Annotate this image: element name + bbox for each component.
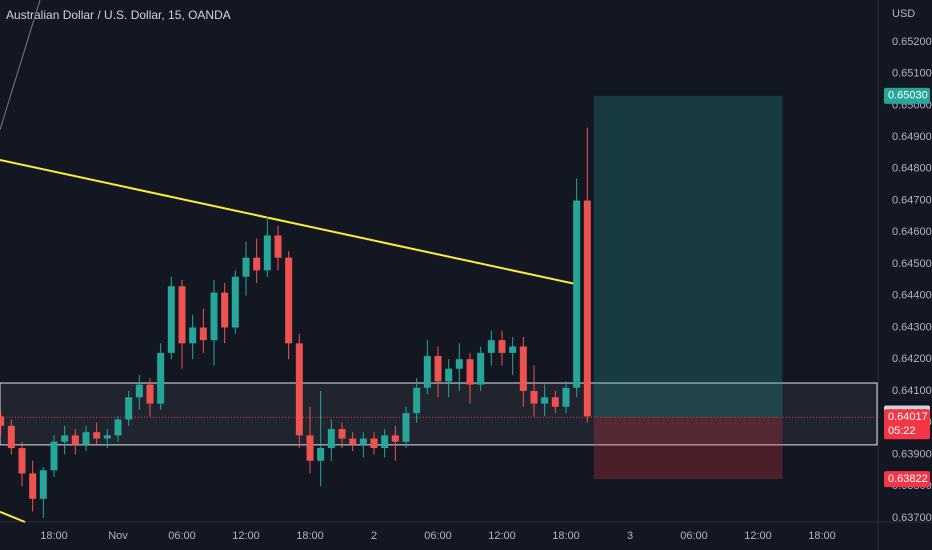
candle-body [125, 397, 133, 420]
x-tick-label: 18:00 [552, 530, 580, 542]
candle-body [573, 200, 581, 388]
x-tick-label: Nov [108, 530, 128, 542]
candle-body [167, 286, 175, 353]
candle-body [285, 257, 293, 344]
chart-title: Australian Dollar / U.S. Dollar, 15, OAN… [6, 8, 231, 22]
countdown: 05:22 [888, 425, 916, 437]
price-label: 0.63822 [888, 473, 928, 485]
y-tick-label: 0.64800 [892, 163, 932, 175]
candle-body [178, 286, 186, 344]
x-tick-label: 06:00 [168, 530, 196, 542]
y-tick-label: 0.63900 [892, 448, 932, 460]
candle-body [18, 448, 26, 474]
candle-body [274, 235, 282, 258]
candle-body [519, 346, 527, 391]
candle-body [327, 429, 335, 449]
y-tick-label: 0.63700 [892, 512, 932, 524]
candle-body [381, 435, 389, 449]
candle-body [263, 235, 271, 271]
candle-body [199, 327, 207, 341]
candle-body [61, 435, 69, 442]
candle-body [551, 397, 559, 407]
y-tick-label: 0.64700 [892, 194, 932, 206]
candle-body [82, 432, 90, 445]
candle-body [402, 413, 410, 442]
candle-body [583, 200, 591, 417]
y-tick-label: 0.65100 [892, 68, 932, 80]
price-label-bg [884, 409, 930, 440]
candle-body [477, 352, 485, 385]
candle-body [306, 435, 314, 461]
candle-body [370, 438, 378, 449]
y-tick-label: 0.64300 [892, 321, 932, 333]
price-label-bg [884, 471, 930, 488]
candle-body [466, 359, 474, 385]
candle-body [317, 448, 325, 461]
currency: USD [892, 8, 915, 20]
candle-body [359, 438, 367, 445]
candle-body [253, 257, 261, 271]
trend-line [0, 158, 581, 286]
candle-body [50, 441, 58, 471]
price-label: 0.64017 [888, 411, 928, 423]
candle-body [530, 390, 538, 404]
x-tick-label: 2 [371, 530, 377, 542]
candle-body [455, 359, 463, 369]
candle-body [349, 438, 357, 445]
candle-body [189, 327, 197, 344]
candle-body [114, 419, 122, 436]
x-tick-label: 06:00 [680, 530, 708, 542]
candle-body [7, 425, 15, 449]
trend-line [0, 0, 41, 130]
candle-body [71, 435, 79, 445]
trend-line [0, 510, 26, 523]
x-tick-label: 18:00 [808, 530, 836, 542]
x-tick-label: 18:00 [296, 530, 324, 542]
candle-body [146, 384, 154, 404]
y-tick-label: 0.64600 [892, 226, 932, 238]
y-tick-label: 0.64200 [892, 353, 932, 365]
candle-body [242, 257, 250, 277]
candle-body [221, 292, 229, 328]
candle-body [338, 429, 346, 439]
target-zone [593, 95, 783, 418]
candle-body [391, 435, 399, 442]
y-tick-label: 0.64500 [892, 258, 932, 270]
candle-body [434, 356, 442, 382]
x-tick-label: 12:00 [744, 530, 772, 542]
y-tick-label: 0.64900 [892, 131, 932, 143]
stop-zone [593, 417, 783, 480]
candle-body [487, 340, 495, 353]
candle-body [413, 387, 421, 414]
candle-body [0, 416, 5, 426]
x-tick-label: 12:00 [488, 530, 516, 542]
x-tick-label: 06:00 [424, 530, 452, 542]
y-tick-label: 0.64100 [892, 385, 932, 397]
candle-body [295, 343, 303, 436]
y-tick-label: 0.65200 [892, 36, 932, 48]
candle-body [210, 292, 218, 341]
candle-body [103, 435, 111, 439]
candle-body [39, 470, 47, 499]
candle-body [445, 368, 453, 382]
candle-body [135, 384, 143, 398]
price-label: 0.65030 [888, 90, 928, 102]
candle-body [29, 473, 37, 499]
x-tick-label: 12:00 [232, 530, 260, 542]
candle-body [509, 346, 517, 353]
y-tick-label: 0.64400 [892, 290, 932, 302]
candle-body [93, 432, 101, 439]
candle-body [562, 387, 570, 407]
price-label-bg [884, 87, 930, 104]
x-tick-label: 3 [627, 530, 633, 542]
candle-body [231, 276, 239, 328]
candle-body [423, 356, 431, 388]
x-tick-label: 18:00 [40, 530, 68, 542]
candle-body [498, 340, 506, 353]
candle-body [157, 352, 165, 404]
candle-body [541, 397, 549, 404]
